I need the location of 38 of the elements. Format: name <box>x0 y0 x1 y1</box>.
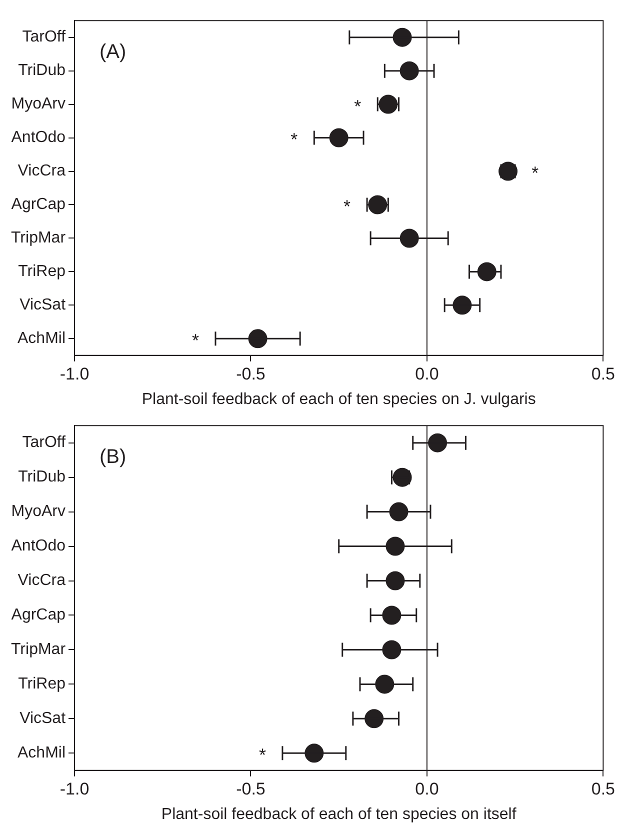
x-tick-label: -0.5 <box>236 779 266 798</box>
annotation: (A) <box>100 41 126 64</box>
y-tick-label: TarOff <box>22 434 66 452</box>
y-tick-label: MyoArv <box>11 503 66 520</box>
annotation: (B) <box>100 446 126 468</box>
annotation: * <box>354 96 362 116</box>
y-tick-label: AntOdo <box>11 538 66 555</box>
y-tick-label: TriDub <box>18 468 66 486</box>
x-tick-label: -1.0 <box>60 364 90 384</box>
x-tick-label: -1.0 <box>60 779 90 798</box>
annotation: * <box>258 745 266 766</box>
x-tick-label: 0.5 <box>591 779 616 798</box>
y-tick-label: TripMar <box>11 641 66 658</box>
y-tick-label: TriDub <box>18 62 66 80</box>
y-tick-label: MyoArv <box>11 96 66 113</box>
y-tick-label: VicCra <box>18 162 66 180</box>
y-tick-label: AntOdo <box>11 129 66 146</box>
y-tick-label: AchMil <box>18 330 66 348</box>
y-tick-label: AchMil <box>18 744 66 762</box>
y-tick-label: TarOff <box>22 28 66 46</box>
annotation: * <box>532 163 539 184</box>
y-tick-label: TriRep <box>18 676 66 693</box>
y-tick-label: AgrCap <box>11 606 66 624</box>
x-axis-title: Plant-soil feedback of each of ten species on itself <box>161 806 517 823</box>
x-axis-title: Plant-soil feedback of each of ten species on J. vulgaris <box>142 390 536 408</box>
y-tick-label: VicSat <box>20 710 66 728</box>
y-tick-label: AgrCap <box>11 196 66 214</box>
x-tick-label: 0.0 <box>415 364 439 384</box>
x-tick-label: -0.5 <box>236 364 266 384</box>
annotation: * <box>290 130 298 150</box>
x-tick-label: 0.5 <box>591 364 616 384</box>
annotation: * <box>192 330 199 351</box>
x-tick-label: 0.0 <box>415 779 439 798</box>
y-tick-label: VicCra <box>18 572 66 590</box>
y-tick-label: TripMar <box>11 230 66 247</box>
y-tick-label: VicSat <box>20 296 66 314</box>
annotation: * <box>344 196 351 217</box>
y-tick-label: TriRep <box>18 263 66 280</box>
